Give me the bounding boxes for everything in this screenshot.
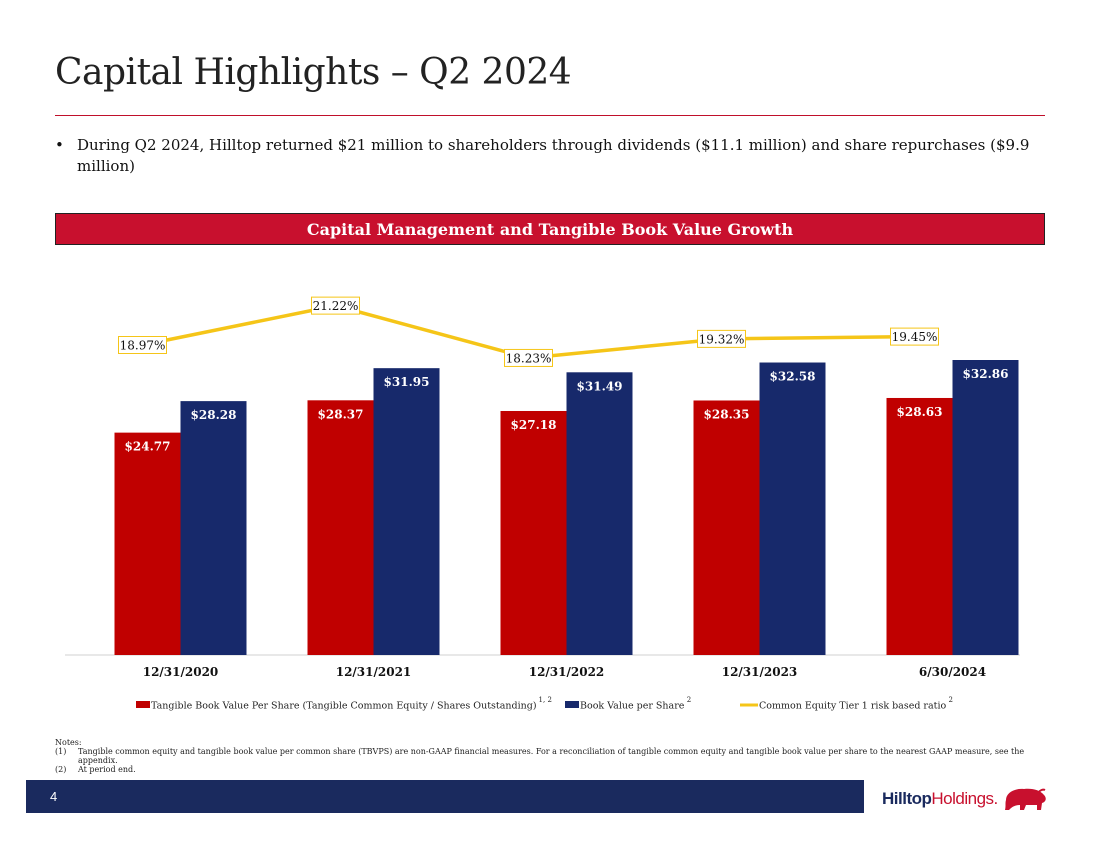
- x-tick-label-3: 12/31/2023: [722, 665, 798, 679]
- bar-label-bvps-2: $31.49: [577, 379, 623, 393]
- bar-label-tbvps-0: $24.77: [125, 440, 171, 454]
- legend-label-1: Book Value per Share: [580, 701, 685, 712]
- line-label-0: 18.97%: [120, 339, 166, 353]
- logo-text-light: Holdings.: [931, 789, 998, 808]
- legend-swatch-1: [565, 701, 579, 708]
- line-label-box-1: [311, 296, 360, 315]
- bar-label-bvps-3: $32.58: [770, 370, 816, 384]
- footer-bar: [26, 780, 864, 813]
- legend-swatch-0: [136, 701, 150, 708]
- note-2-number: (2): [55, 765, 67, 774]
- legend-superscript-1: 2: [687, 696, 691, 704]
- note-1: (1) Tangible common equity and tangible …: [55, 747, 1045, 765]
- buffalo-icon: [1004, 788, 1046, 810]
- bar-label-bvps-4: $32.86: [963, 367, 1009, 381]
- logo-text-bold: Hilltop: [882, 789, 932, 808]
- page-title: Capital Highlights – Q2 2024: [55, 52, 572, 93]
- line-label-box-2: [504, 348, 553, 367]
- line-label-4: 19.45%: [892, 330, 938, 344]
- line-label-2: 18.23%: [506, 351, 552, 365]
- bar-label-tbvps-2: $27.18: [511, 418, 557, 432]
- line-label-1: 21.22%: [313, 299, 359, 313]
- bar-label-bvps-1: $31.95: [384, 375, 430, 389]
- bar-bvps-2: [566, 372, 633, 655]
- company-logo: Hilltop Holdings.: [882, 786, 1048, 812]
- bar-bvps-1: [373, 368, 440, 655]
- title-divider: [55, 115, 1045, 116]
- note-1-text: Tangible common equity and tangible book…: [78, 747, 1025, 765]
- bar-bvps-0: [180, 401, 247, 655]
- x-tick-label-4: 6/30/2024: [919, 665, 986, 679]
- legend-label-2: Common Equity Tier 1 risk based ratio: [759, 701, 946, 712]
- bar-tbvps-4: [886, 397, 953, 655]
- note-2-text: At period end.: [78, 765, 136, 774]
- bar-tbvps-0: [114, 432, 181, 655]
- x-tick-label-2: 12/31/2022: [529, 665, 605, 679]
- bar-tbvps-3: [693, 400, 760, 655]
- line-label-box-0: [118, 336, 167, 354]
- notes-heading: Notes:: [55, 738, 82, 747]
- summary-bullet: • During Q2 2024, Hilltop returned $21 m…: [55, 135, 1045, 177]
- note-1-number: (1): [55, 747, 67, 756]
- bar-label-tbvps-4: $28.63: [897, 405, 943, 419]
- page-number: 4: [50, 789, 58, 804]
- note-2: (2) At period end.: [55, 765, 1045, 774]
- notes: Notes: (1) Tangible common equity and ta…: [55, 738, 1045, 774]
- section-header: Capital Management and Tangible Book Val…: [55, 213, 1045, 245]
- bar-tbvps-1: [307, 400, 374, 655]
- x-tick-label-0: 12/31/2020: [143, 665, 219, 679]
- legend-superscript-2: 2: [948, 696, 952, 704]
- bar-label-bvps-0: $28.28: [191, 408, 237, 422]
- bar-tbvps-2: [500, 410, 567, 655]
- line-label-box-4: [890, 327, 939, 346]
- legend-superscript-0: 1, 2: [539, 696, 552, 704]
- bullet-marker: •: [55, 136, 64, 154]
- bar-label-tbvps-1: $28.37: [318, 407, 364, 421]
- bar-label-tbvps-3: $28.35: [704, 407, 750, 421]
- bullet-text: During Q2 2024, Hilltop returned $21 mil…: [77, 136, 1030, 175]
- line-label-3: 19.32%: [699, 332, 745, 346]
- x-tick-label-1: 12/31/2021: [336, 665, 412, 679]
- bar-bvps-3: [759, 362, 826, 655]
- bar-bvps-4: [952, 360, 1019, 655]
- legend-label-0: Tangible Book Value Per Share (Tangible …: [151, 701, 537, 712]
- line-label-box-3: [697, 329, 746, 348]
- section-header-label: Capital Management and Tangible Book Val…: [306, 219, 794, 239]
